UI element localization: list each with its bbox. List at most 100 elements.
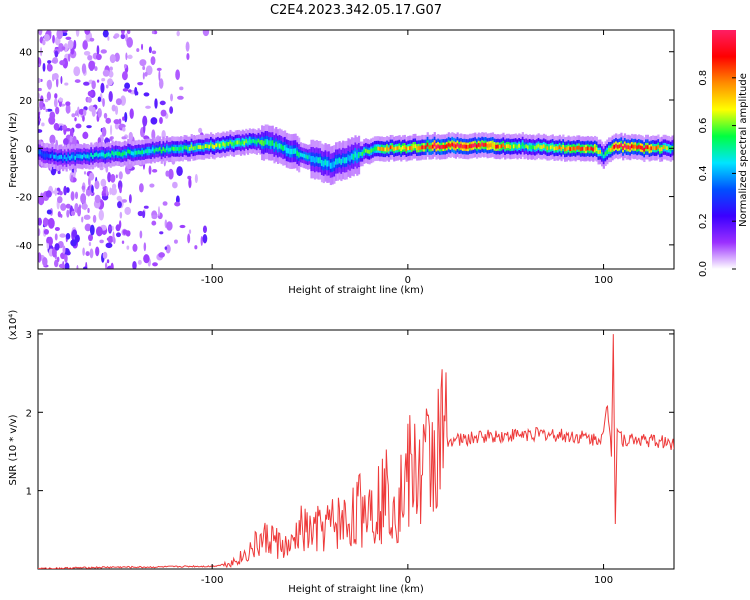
heatmap-cell (608, 147, 611, 152)
heatmap-cell (120, 33, 126, 40)
heatmap-cell (372, 148, 375, 152)
heatmap-cell (335, 158, 338, 165)
heatmap-cell (405, 147, 408, 152)
heatmap-cell (204, 144, 207, 149)
snr-y-tick-label: 2 (26, 408, 32, 419)
heatmap-cell (298, 152, 301, 158)
heatmap-cell (468, 144, 472, 149)
heatmap-cell (565, 147, 568, 152)
heatmap-cell (143, 92, 150, 97)
colorbar-ticks: 0.0 0.2 0.4 0.6 0.8 (698, 70, 736, 277)
heatmap-cell (424, 145, 428, 150)
heatmap-cell (108, 91, 113, 102)
heatmap-cell (407, 146, 410, 151)
heatmap-cell (168, 168, 174, 180)
heatmap-cell (447, 142, 450, 147)
heatmap-cell (306, 155, 310, 160)
heatmap-cell (67, 39, 74, 50)
spectrogram-y-tick-label: 20 (19, 96, 32, 107)
heatmap-cell (86, 189, 91, 197)
heatmap-cell (655, 146, 658, 151)
spectrogram-y-tick-label: -20 (16, 193, 32, 204)
heatmap-cell (160, 109, 167, 117)
heatmap-cell (127, 54, 133, 59)
heatmap-cell (117, 201, 122, 209)
heatmap-cell (179, 224, 186, 229)
heatmap-cell (498, 144, 502, 149)
colorbar-tick-label: 0.0 (698, 261, 709, 277)
heatmap-cell (159, 231, 164, 235)
heatmap-cell (421, 145, 424, 150)
heatmap-cell (497, 144, 500, 149)
heatmap-cell (105, 186, 108, 197)
heatmap-cell (72, 154, 75, 159)
colorbar-tick-label: 0.2 (698, 213, 709, 229)
heatmap-cell (108, 225, 111, 232)
heatmap-cell (157, 147, 160, 152)
heatmap-cell (453, 143, 456, 148)
heatmap-cell (55, 154, 58, 159)
heatmap-cell (625, 145, 628, 150)
heatmap-cell (58, 263, 66, 269)
heatmap-cell (396, 146, 399, 151)
heatmap-cell (118, 151, 121, 156)
heatmap-cell (528, 144, 531, 149)
heatmap-cell (73, 39, 77, 50)
heatmap-cell (564, 147, 567, 152)
heatmap-cell (126, 245, 130, 250)
heatmap-cell (449, 143, 452, 148)
heatmap-cell (121, 152, 125, 157)
heatmap-cell (210, 142, 213, 147)
heatmap-cell (571, 146, 574, 151)
heatmap-cell (386, 146, 389, 151)
heatmap-cell (461, 144, 465, 149)
spectrogram-x-tick-label: 0 (405, 275, 411, 286)
heatmap-cell (74, 191, 79, 200)
heatmap-cell (269, 140, 273, 146)
heatmap-cell (324, 159, 327, 166)
heatmap-cell (669, 147, 672, 152)
heatmap-cell (195, 145, 199, 150)
heatmap-cell (643, 147, 646, 152)
heatmap-cell (368, 150, 371, 154)
heatmap-cell (484, 142, 487, 147)
heatmap-cell (138, 183, 144, 193)
heatmap-cell (169, 147, 172, 152)
heatmap-cell (136, 150, 139, 155)
heatmap-cell (482, 143, 486, 147)
heatmap-cell (158, 78, 164, 89)
heatmap-cell (548, 146, 551, 151)
heatmap-cell (275, 141, 278, 148)
heatmap-cell (363, 149, 366, 154)
heatmap-cell (111, 225, 114, 231)
heatmap-cell (94, 194, 101, 204)
heatmap-cell (81, 185, 86, 190)
heatmap-cell (69, 156, 72, 160)
heatmap-cell (58, 155, 61, 160)
heatmap-cell (42, 217, 49, 227)
heatmap-cell (143, 254, 150, 264)
heatmap-cell (597, 150, 600, 155)
heatmap-cell (38, 92, 41, 100)
heatmap-cell (475, 144, 479, 149)
heatmap-cell (51, 152, 54, 157)
heatmap-cell (160, 149, 163, 154)
heatmap-cell (516, 145, 519, 149)
heatmap-cell (310, 156, 313, 163)
heatmap-cell (127, 149, 130, 154)
heatmap-cell (532, 145, 535, 149)
heatmap-cell (106, 152, 109, 157)
heatmap-cell (46, 108, 53, 112)
heatmap-cell (243, 141, 246, 145)
heatmap-cell (188, 147, 192, 151)
heatmap-cell (38, 107, 41, 113)
heatmap-cell (574, 147, 577, 151)
heatmap-cell (55, 106, 60, 115)
heatmap-cell (599, 149, 602, 154)
heatmap-cell (403, 145, 406, 150)
heatmap-cell (82, 247, 85, 256)
heatmap-cell (400, 147, 403, 152)
heatmap-cell (359, 152, 362, 156)
heatmap-cell (54, 233, 58, 241)
heatmap-cell (38, 195, 45, 206)
